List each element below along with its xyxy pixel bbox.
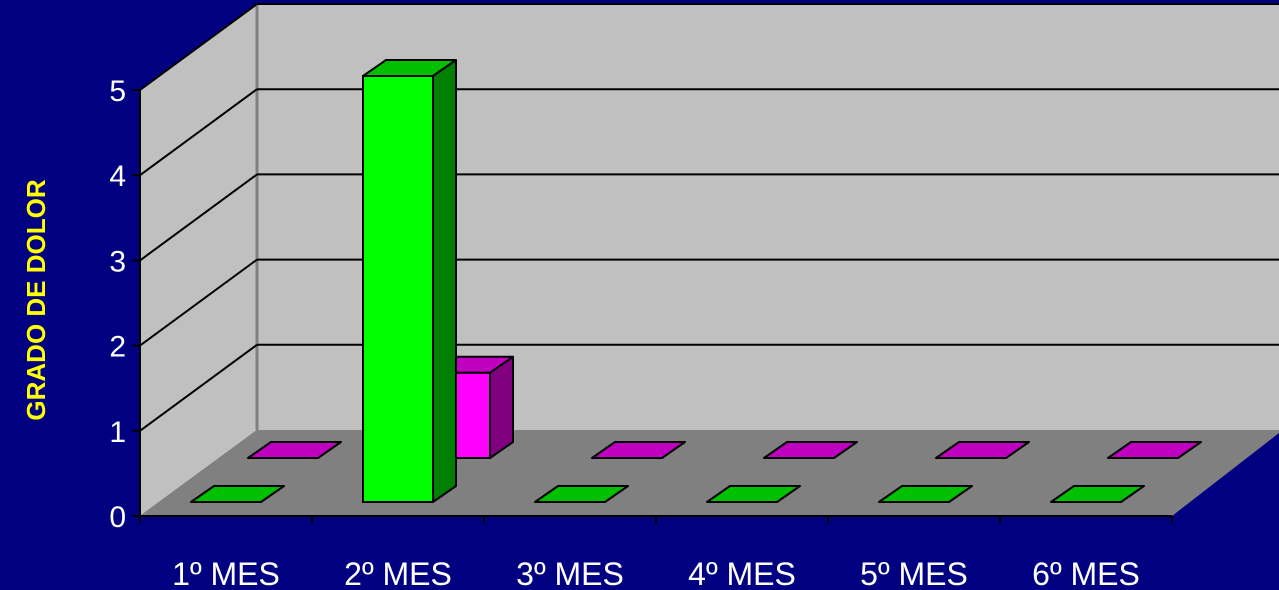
y-tick-label: 3 — [109, 245, 126, 278]
x-tick-label: 4º MES — [688, 556, 796, 590]
gridline-diagonal — [139, 88, 258, 177]
y-tick-label: 1 — [109, 416, 126, 449]
bar-top — [591, 441, 686, 459]
x-tick-label: 3º MES — [516, 556, 624, 590]
bar-series2-3 — [591, 441, 686, 459]
bar-top — [935, 441, 1030, 459]
bar-series2-6 — [1107, 441, 1202, 459]
x-tick-label: 2º MES — [344, 556, 452, 590]
bar-top — [534, 485, 629, 503]
bar-series2-1 — [247, 441, 342, 459]
back-wall — [257, 4, 1279, 430]
bar-series1-3 — [534, 485, 629, 503]
x-axis-labels: 1º MES 2º MES 3º MES 4º MES 5º MES 6º MES — [139, 516, 1173, 590]
x-tick-label: 5º MES — [860, 556, 968, 590]
bar-series2-5 — [935, 441, 1030, 459]
bar-side — [489, 355, 514, 459]
y-axis-title: GRADO DE DOLOR — [21, 179, 51, 420]
gridline-diagonal — [139, 343, 258, 432]
gridline-diagonal — [139, 173, 258, 262]
bar-series1-4 — [706, 485, 801, 503]
bar-top — [247, 441, 342, 459]
bar-top — [1050, 485, 1145, 503]
bar-series1-6 — [1050, 485, 1145, 503]
gridline-diagonal — [139, 258, 258, 347]
bar-series1-2 — [362, 59, 457, 503]
bar-front — [362, 75, 434, 503]
bar-side — [432, 59, 457, 503]
bar-series1-1 — [190, 485, 285, 503]
bar-top — [763, 441, 858, 459]
bar-top — [190, 485, 285, 503]
y-tick-label: 2 — [109, 331, 126, 364]
side-wall — [140, 4, 257, 516]
bar-series1-5 — [878, 485, 973, 503]
x-tick-label: 1º MES — [172, 556, 280, 590]
bar-series2-4 — [763, 441, 858, 459]
y-tick-label: 0 — [109, 501, 126, 534]
y-tick-label: 5 — [109, 75, 126, 108]
y-tick-label: 4 — [109, 160, 126, 193]
bars — [190, 59, 1202, 503]
y-axis-ticks: 0 1 2 3 4 5 — [109, 75, 140, 534]
bar-top — [878, 485, 973, 503]
gridline-diagonal — [139, 3, 258, 91]
x-tick-label: 6º MES — [1032, 556, 1140, 590]
bar-top — [1107, 441, 1202, 459]
bar-top — [706, 485, 801, 503]
